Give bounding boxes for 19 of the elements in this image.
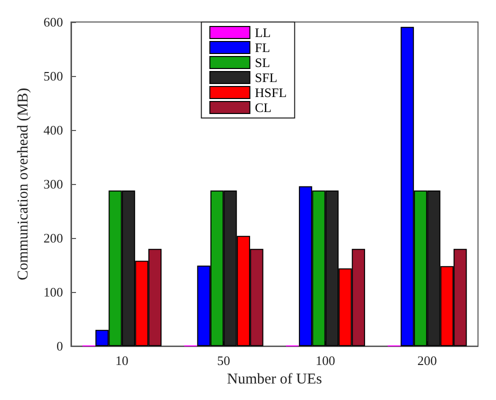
y-tick-label: 300 [44,176,63,192]
y-tick-label: 100 [44,284,63,300]
x-tick-label: 100 [316,353,336,368]
y-axis-title: Communication overhead (MB) [16,88,32,280]
y-tick-label: 0 [56,338,63,354]
legend-label: SFL [254,70,278,85]
x-axis-title: Number of UEs [227,372,322,388]
x-tick-label: 200 [417,353,437,368]
y-tick-label: 500 [44,68,63,84]
legend-label: HSFL [254,85,287,100]
legend-label: LL [254,25,271,40]
y-tick-label: 600 [44,14,63,30]
y-tick-label: 200 [44,230,63,246]
legend-label: SL [254,55,270,70]
legend-label: CL [254,100,272,115]
x-tick-label: 10 [115,353,128,368]
legend-label: FL [254,40,270,55]
x-tick-label: 50 [217,353,230,368]
y-tick-label: 400 [44,122,63,138]
